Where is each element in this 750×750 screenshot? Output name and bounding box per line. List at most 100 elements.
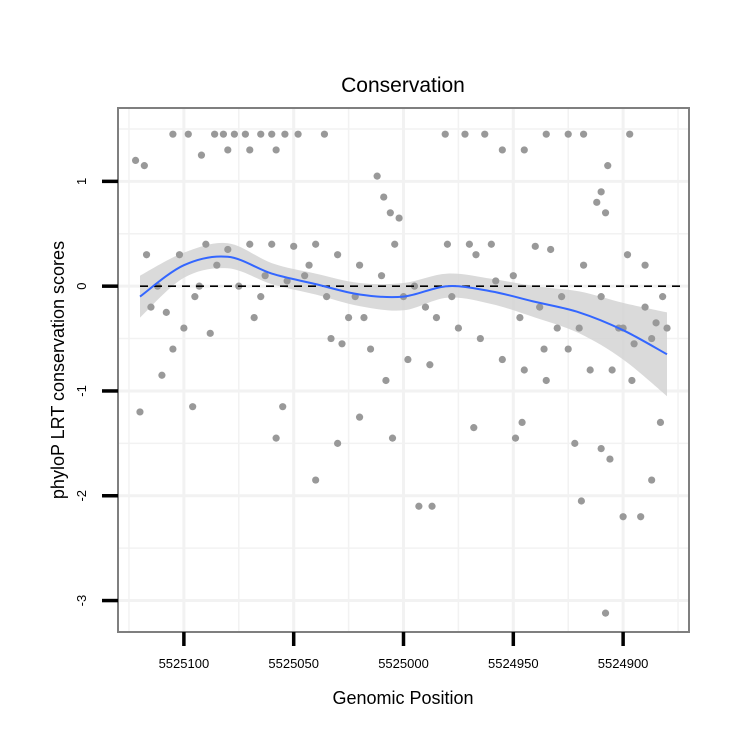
data-point (338, 340, 346, 348)
data-point (601, 209, 610, 217)
confidence-ribbon-layer (140, 242, 667, 397)
y-tick-label: 0 (74, 283, 89, 290)
data-point (312, 476, 320, 484)
data-point (162, 308, 170, 316)
data-point (272, 146, 280, 154)
data-point (441, 130, 449, 138)
data-point (301, 272, 309, 280)
data-point (472, 251, 480, 259)
data-point (131, 156, 140, 164)
data-point (334, 251, 342, 259)
data-point (261, 272, 269, 280)
data-point (619, 513, 627, 521)
data-point (656, 418, 665, 426)
data-point (536, 303, 544, 311)
data-point (360, 314, 368, 322)
data-point (272, 434, 280, 442)
data-point (608, 366, 616, 374)
data-point (516, 314, 524, 322)
data-point (268, 130, 276, 138)
data-point (577, 497, 585, 505)
data-point (520, 146, 528, 154)
data-point (257, 293, 265, 301)
data-point (377, 272, 386, 280)
data-point (224, 146, 232, 154)
smooth-line-layer (139, 255, 668, 356)
y-axis-title: phyloP LRT conservation scores (48, 241, 68, 499)
data-point (476, 334, 484, 343)
data-point (197, 151, 206, 159)
data-point (564, 130, 572, 138)
data-point (443, 240, 452, 248)
data-point (380, 193, 388, 201)
data-point (637, 513, 645, 521)
data-point (648, 334, 656, 343)
x-tick-label: 5524900 (598, 656, 649, 671)
data-point (564, 345, 572, 353)
data-point (428, 502, 436, 510)
data-point (334, 439, 342, 447)
data-point (250, 314, 258, 322)
data-point (241, 130, 249, 138)
data-point (180, 324, 188, 332)
data-point (327, 334, 335, 343)
x-tick-label: 5525050 (268, 656, 319, 671)
data-point (498, 146, 506, 154)
data-point (663, 324, 671, 332)
y-axis: 1 0 -1 -2 -3 (74, 178, 118, 606)
data-point (224, 245, 232, 254)
data-point (386, 209, 394, 217)
data-point (366, 345, 375, 353)
data-point (606, 455, 614, 463)
data-point (465, 240, 473, 248)
data-point (531, 242, 539, 250)
data-point (652, 319, 660, 327)
data-point (593, 198, 601, 206)
x-axis: 5525100 5525050 5525000 5524950 5524900 (159, 632, 649, 671)
data-point (388, 434, 397, 442)
data-point (520, 366, 528, 374)
data-point (626, 130, 634, 138)
data-point (136, 408, 144, 416)
y-tick-label: 1 (74, 178, 89, 185)
data-point (553, 324, 561, 332)
data-point (202, 240, 210, 248)
data-point (542, 376, 550, 385)
y-tick-label: -2 (74, 490, 89, 502)
data-point (641, 261, 649, 269)
data-point (246, 146, 254, 154)
data-point (432, 314, 441, 322)
data-point (268, 240, 276, 248)
data-point (487, 240, 495, 248)
data-point (604, 162, 612, 170)
data-point (597, 293, 605, 301)
data-point (448, 293, 456, 301)
x-tick-label: 5525000 (378, 656, 429, 671)
data-point (511, 434, 520, 442)
data-point (601, 609, 610, 617)
data-point (344, 314, 353, 322)
data-point (169, 345, 177, 353)
data-point (211, 130, 219, 138)
data-point (213, 261, 221, 269)
data-point (219, 130, 228, 138)
data-point (355, 261, 364, 269)
x-axis-title: Genomic Position (332, 688, 473, 708)
data-point (294, 130, 302, 138)
data-point (641, 303, 649, 311)
data-point (630, 340, 638, 348)
data-point (320, 130, 329, 138)
data-point (518, 418, 526, 426)
data-point (158, 371, 166, 379)
data-point (142, 251, 151, 259)
data-point (391, 240, 399, 248)
data-point (281, 130, 289, 138)
x-tick-label: 5525100 (159, 656, 210, 671)
chart-title: Conservation (341, 74, 465, 97)
data-point (305, 261, 313, 269)
data-point (257, 130, 265, 138)
data-point (140, 162, 148, 170)
data-point (547, 245, 555, 254)
data-point (189, 403, 197, 411)
